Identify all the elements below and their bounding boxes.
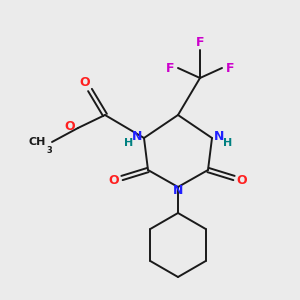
Text: N: N — [173, 184, 183, 197]
Text: O: O — [237, 173, 247, 187]
Text: N: N — [214, 130, 224, 143]
Text: O: O — [80, 76, 90, 88]
Text: H: H — [124, 138, 134, 148]
Text: F: F — [166, 61, 174, 74]
Text: F: F — [196, 35, 204, 49]
Text: O: O — [109, 173, 119, 187]
Text: CH: CH — [28, 137, 46, 147]
Text: H: H — [224, 138, 232, 148]
Text: F: F — [226, 61, 234, 74]
Text: N: N — [132, 130, 142, 143]
Text: 3: 3 — [46, 146, 52, 155]
Text: O: O — [65, 119, 75, 133]
